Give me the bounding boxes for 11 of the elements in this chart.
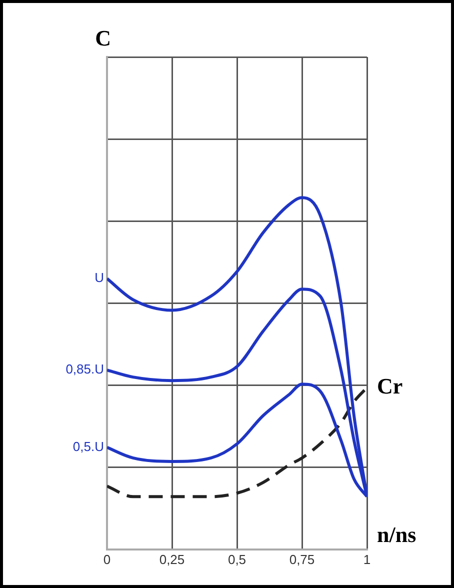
text: C bbox=[95, 26, 111, 51]
x-tick-label: 0,5 bbox=[228, 552, 246, 567]
x-tick-label: 1 bbox=[363, 552, 371, 567]
x-tick-label: 0 bbox=[103, 552, 111, 567]
series-label: Cr bbox=[377, 373, 403, 398]
x-tick-label: 0,25 bbox=[159, 552, 185, 567]
series-label: U bbox=[94, 270, 104, 286]
x-tick-label: 0,75 bbox=[289, 552, 315, 567]
x-axis-title: n/ns bbox=[377, 522, 417, 548]
series-label: 0,5.U bbox=[72, 438, 104, 454]
series-label: 0,85.U bbox=[66, 362, 104, 377]
